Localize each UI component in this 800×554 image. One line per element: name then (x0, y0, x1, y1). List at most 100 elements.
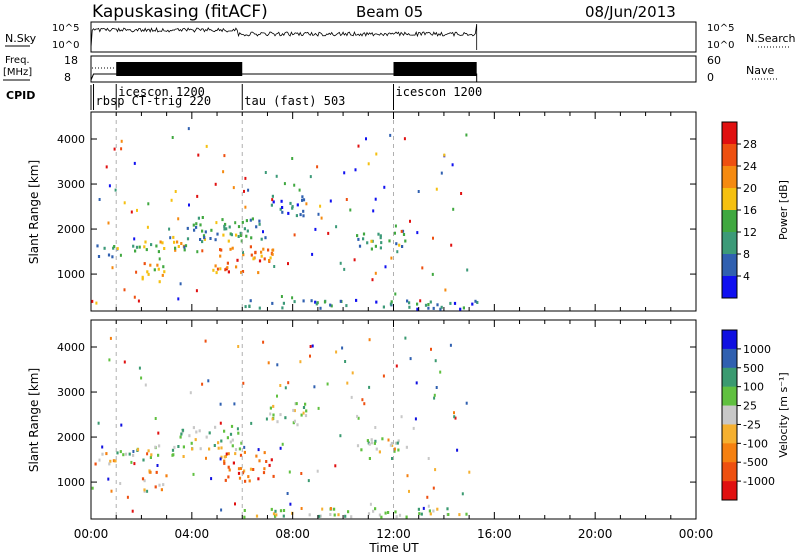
data-cell (444, 288, 447, 292)
velocity-axes: 1000 2000 3000 4000 (57, 320, 697, 519)
data-cell (205, 144, 208, 148)
data-cell (225, 227, 228, 231)
data-cell (228, 225, 231, 229)
data-cell (317, 212, 320, 216)
data-cell (238, 476, 242, 480)
x-tick-label: 00:00 (679, 527, 714, 541)
data-cell (227, 475, 230, 479)
data-cell (253, 256, 256, 260)
data-cell (271, 198, 274, 202)
data-cell (219, 267, 222, 271)
freq-line (90, 73, 478, 82)
data-cell (230, 424, 234, 428)
data-cell (300, 472, 303, 475)
data-cell (349, 208, 352, 212)
data-cell (141, 275, 144, 279)
data-cell (295, 402, 298, 406)
data-cell (271, 252, 274, 256)
data-cell (380, 241, 383, 245)
data-cell (272, 413, 275, 417)
data-cell (275, 174, 278, 178)
colorbar-frame (721, 329, 738, 501)
data-cell (219, 421, 222, 425)
data-cell (279, 413, 282, 417)
data-cell (155, 244, 158, 248)
data-cell (323, 300, 326, 304)
data-cell (286, 492, 289, 495)
data-cell (174, 190, 177, 193)
data-cell (390, 441, 393, 445)
data-cell (249, 299, 252, 303)
data-cell (162, 265, 165, 269)
data-cell (305, 202, 308, 206)
data-cell (133, 161, 136, 165)
colorbar-tick-label: 28 (743, 138, 757, 151)
data-cell (302, 209, 305, 213)
data-cell (409, 219, 411, 223)
data-cell (234, 452, 237, 456)
data-cell (244, 479, 247, 483)
data-cell (130, 460, 133, 464)
data-cell (222, 170, 225, 174)
data-cell (243, 445, 246, 449)
data-cell (271, 417, 274, 421)
data-cell (181, 428, 185, 432)
data-cell (293, 233, 296, 237)
data-cell (145, 248, 148, 252)
colorbar-tick-label: -100 (743, 437, 768, 450)
data-cell (224, 268, 227, 272)
data-cell (471, 302, 474, 306)
data-cell (436, 303, 439, 307)
data-cell (264, 236, 267, 240)
freq-label-1: Freq. (5, 55, 30, 66)
data-cell (280, 295, 283, 298)
data-cell (416, 307, 419, 311)
data-cell (282, 301, 285, 305)
data-cell (193, 228, 196, 232)
data-cell (456, 448, 459, 452)
data-cell (147, 202, 150, 206)
data-cell (418, 512, 421, 516)
data-cell (108, 184, 111, 188)
data-cell (427, 457, 430, 460)
data-cell (159, 240, 162, 244)
data-cell (262, 247, 265, 251)
data-cell (264, 171, 267, 174)
data-cell (366, 439, 369, 443)
data-cell (393, 449, 396, 453)
data-cell (124, 452, 128, 456)
data-cell (150, 243, 153, 247)
data-cell (249, 467, 253, 471)
data-cell (370, 239, 373, 243)
data-cell (318, 514, 321, 518)
data-cell (345, 198, 348, 201)
data-cell (237, 471, 241, 475)
data-cell (231, 444, 234, 448)
colorbar-tick-label: 4 (743, 270, 750, 283)
data-cell (210, 228, 213, 232)
data-cell (339, 299, 342, 303)
data-cell (346, 381, 349, 385)
x-tick-label: 16:00 (477, 527, 512, 541)
data-cell (130, 210, 133, 214)
data-cell (401, 229, 405, 233)
data-cell (296, 203, 299, 207)
data-cell (302, 214, 305, 218)
data-cell (262, 340, 265, 344)
cpid-label: CPID (6, 89, 35, 102)
data-cell (149, 456, 152, 459)
data-cell (302, 406, 306, 409)
colorbar-swatch (722, 166, 737, 189)
data-cell (212, 268, 215, 272)
power-axes: 1000 2000 3000 4000 (57, 112, 697, 311)
data-cell (308, 513, 311, 517)
data-cell (299, 360, 302, 364)
data-cell (370, 247, 373, 251)
data-cell (223, 429, 226, 433)
cpid-segment-label: rbsp CT-trig 220 (96, 94, 212, 108)
data-cell (401, 245, 404, 248)
data-cell (375, 152, 378, 156)
data-cell (223, 227, 226, 231)
data-cell (427, 306, 430, 310)
data-cell (317, 406, 320, 410)
